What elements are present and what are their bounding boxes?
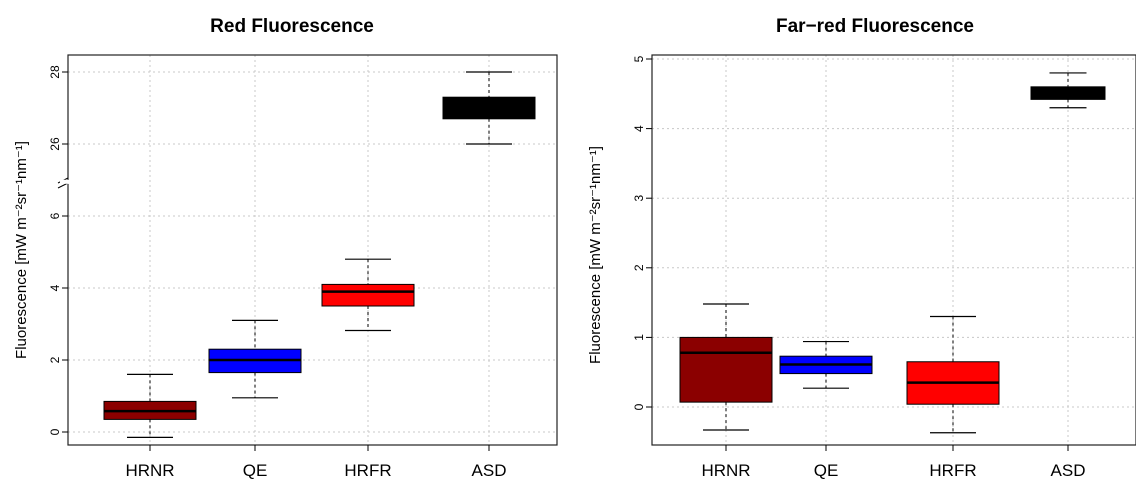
- plot-frame-far-red: [651, 54, 1136, 446]
- x-tick-label: QE: [243, 461, 268, 480]
- chart-title-red: Red Fluorescence: [210, 16, 374, 37]
- axis-break-mark: [57, 177, 71, 189]
- chart-title-far-red: Far−red Fluorescence: [776, 16, 974, 37]
- box-hrnr: [103, 373, 197, 438]
- y-axis-label-red: Fluorescence [mW m⁻²sr⁻¹nm⁻¹]: [13, 141, 30, 359]
- boxes-red: [103, 71, 536, 438]
- y-tick-label: 6: [48, 212, 62, 219]
- y-tick-label: 1: [632, 334, 646, 341]
- iqr-box: [679, 336, 773, 403]
- x-tick-label: QE: [814, 461, 839, 480]
- y-tick-label: 3: [632, 195, 646, 202]
- x-axis-far-red: HRNR QE HRFR ASD: [701, 445, 1085, 480]
- box-hrnr: [679, 303, 773, 431]
- y-tick-label: 28: [48, 65, 62, 79]
- x-tick-label: HRFR: [929, 461, 976, 480]
- y-tick-label: 0: [48, 428, 62, 435]
- plot-frame-red: [67, 54, 558, 446]
- box-asd: [1030, 72, 1106, 109]
- box-qe: [779, 340, 873, 389]
- y-axis-far-red: 0 1 2 3 4 5: [632, 55, 652, 410]
- box-hrfr: [321, 258, 415, 332]
- box-asd: [442, 71, 536, 145]
- far-red-fluorescence-panel: Far−red Fluorescence 0 1 2 3 4 5 HRNR QE HRFR AS…: [587, 16, 1136, 480]
- y-axis-label-far-red: Fluorescence [mW m⁻²sr⁻¹nm⁻¹]: [587, 146, 604, 364]
- x-tick-label: HRNR: [125, 461, 174, 480]
- iqr-box: [321, 283, 415, 307]
- box-qe: [208, 319, 302, 399]
- y-tick-label: 2: [48, 356, 62, 363]
- x-tick-label: HRNR: [701, 461, 750, 480]
- y-tick-label: 26: [48, 137, 62, 151]
- x-axis-red: HRNR QE HRFR ASD: [125, 445, 506, 480]
- y-tick-label: 4: [632, 125, 646, 132]
- y-tick-label: 2: [632, 264, 646, 271]
- x-tick-label: ASD: [1051, 461, 1086, 480]
- box-hrfr: [906, 315, 1000, 434]
- x-tick-label: ASD: [472, 461, 507, 480]
- y-tick-label: 4: [48, 284, 62, 291]
- y-tick-label: 0: [632, 403, 646, 410]
- y-tick-label: 5: [632, 55, 646, 62]
- x-tick-label: HRFR: [344, 461, 391, 480]
- boxes-far-red: [679, 72, 1106, 434]
- y-axis-red: 0 2 4 6 26 28: [48, 65, 68, 435]
- iqr-box: [442, 96, 536, 120]
